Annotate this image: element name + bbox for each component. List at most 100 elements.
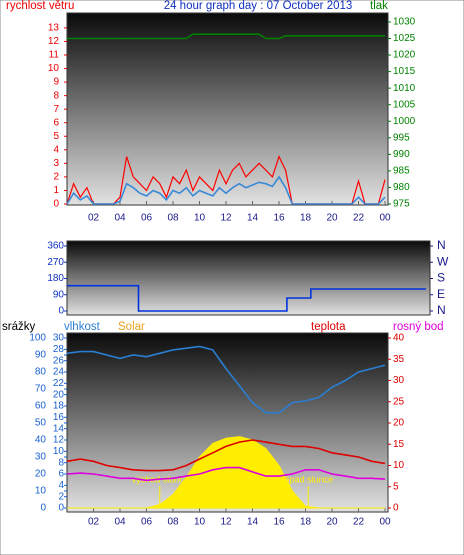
- y3-tick-label: 6: [58, 469, 64, 480]
- y2-tick-label: 40: [393, 333, 405, 344]
- y2-axis-label: tlak: [370, 0, 388, 12]
- y2-tick-label: 1030: [393, 17, 416, 28]
- y3-tick-label: 18: [53, 401, 65, 412]
- y2-tick-label: 1020: [393, 50, 416, 61]
- y2-tick-label: 1005: [393, 99, 416, 110]
- y3-tick-label: 4: [58, 480, 64, 491]
- y3-axis-label: srážky: [2, 321, 35, 333]
- plot-area: [66, 12, 389, 206]
- x-tick-label: 10: [194, 517, 206, 528]
- y-tick-label: 5: [53, 131, 59, 142]
- y3-tick-label: 12: [53, 435, 65, 446]
- x-tick-label: 16: [273, 517, 285, 528]
- x-tick-label: 02: [88, 213, 100, 224]
- y-tick-label: 50: [35, 418, 47, 429]
- y2-tick-label: N: [437, 238, 446, 252]
- y-tick-label: 6: [53, 117, 59, 128]
- x-tick-label: 22: [353, 517, 365, 528]
- x-tick-label: 10: [194, 213, 206, 224]
- y2-tick-label: 980: [393, 182, 410, 193]
- y2-tick-label: 15: [393, 439, 405, 450]
- y2-tick-label: E: [437, 287, 445, 301]
- y-tick-label: 90: [53, 289, 65, 300]
- y3-tick-label: 26: [53, 355, 65, 366]
- y-tick-label: 90: [35, 350, 47, 361]
- x-tick-label: 22: [353, 213, 365, 224]
- x-tick-label: 04: [114, 213, 126, 224]
- y2-tick-label: 1025: [393, 33, 416, 44]
- x-tick-label: 06: [141, 517, 153, 528]
- y2-tick-label: 1015: [393, 66, 416, 77]
- x-tick-label: 18: [300, 213, 312, 224]
- y-tick-label: 3: [53, 158, 59, 169]
- legend-label: Solar: [118, 321, 145, 333]
- y-tick-label: 0: [58, 306, 64, 317]
- y-tick-label: 1: [53, 185, 59, 196]
- x-tick-label: 06: [141, 213, 153, 224]
- y3-tick-label: 20: [53, 389, 65, 400]
- y-tick-label: 360: [47, 241, 64, 252]
- series-line: [66, 175, 386, 205]
- y-tick-label: 20: [35, 469, 47, 480]
- y2-tick-label: 35: [393, 354, 405, 365]
- y2-tick-label: 25: [393, 396, 405, 407]
- y3-tick-label: 30: [53, 333, 65, 344]
- y2-tick-label: 20: [393, 418, 405, 429]
- x-tick-label: 08: [167, 213, 179, 224]
- solar-area: [67, 436, 385, 509]
- series-line: [66, 466, 386, 482]
- x-tick-label: 18: [300, 517, 312, 528]
- y-tick-label: 10: [35, 486, 47, 497]
- y2-tick-label: W: [437, 254, 449, 268]
- y-tick-label: 4: [53, 144, 59, 155]
- chart-title: 24 hour graph day : 07 October 2013: [164, 0, 353, 12]
- x-tick-label: 12: [220, 517, 232, 528]
- y2-tick-label: 985: [393, 166, 410, 177]
- y-tick-label: 8: [53, 90, 59, 101]
- x-tick-label: 02: [88, 517, 100, 528]
- y3-tick-label: 10: [53, 446, 65, 457]
- y3-tick-label: 24: [53, 367, 65, 378]
- legend-label: rosný bod: [393, 321, 444, 333]
- series-line: [66, 439, 386, 472]
- annotation: západ slunce: [280, 474, 333, 484]
- y2-tick-label: 0: [393, 503, 399, 514]
- y-tick-label: 40: [35, 435, 47, 446]
- y3-tick-label: 28: [53, 344, 65, 355]
- y2-tick-label: 1010: [393, 83, 416, 94]
- y-tick-label: 13: [48, 23, 60, 34]
- x-tick-label: 16: [273, 213, 285, 224]
- y-tick-label: 2: [53, 172, 59, 183]
- y3-tick-label: 22: [53, 378, 65, 389]
- y-tick-label: 70: [35, 384, 47, 395]
- x-tick-label: 20: [326, 517, 338, 528]
- y-tick-label: 270: [47, 257, 64, 268]
- y-tick-label: 60: [35, 401, 47, 412]
- y2-tick-label: 990: [393, 149, 410, 160]
- y3-tick-label: 0: [58, 503, 64, 514]
- y-tick-label: 0: [40, 503, 46, 514]
- y2-tick-label: 1000: [393, 116, 416, 127]
- x-tick-label: 08: [167, 517, 179, 528]
- y3-tick-label: 16: [53, 412, 65, 423]
- series-line: [67, 284, 426, 312]
- legend-label: teplota: [311, 321, 346, 333]
- y3-tick-label: 14: [53, 423, 65, 434]
- x-tick-label: 04: [114, 517, 126, 528]
- y-tick-label: 100: [29, 333, 46, 344]
- y-tick-label: 0: [53, 199, 59, 210]
- series-line: [66, 345, 386, 414]
- y2-tick-label: N: [437, 303, 446, 317]
- y-tick-label: 180: [47, 273, 64, 284]
- y2-tick-label: 30: [393, 375, 405, 386]
- plot-area: [66, 240, 431, 316]
- y-tick-label: 80: [35, 367, 47, 378]
- y2-tick-label: 975: [393, 199, 410, 210]
- y-tick-label: 11: [49, 50, 60, 61]
- y-tick-label: 7: [53, 104, 59, 115]
- x-tick-label: 14: [247, 213, 259, 224]
- y2-tick-label: 10: [393, 460, 405, 471]
- x-tick-label: 14: [247, 517, 259, 528]
